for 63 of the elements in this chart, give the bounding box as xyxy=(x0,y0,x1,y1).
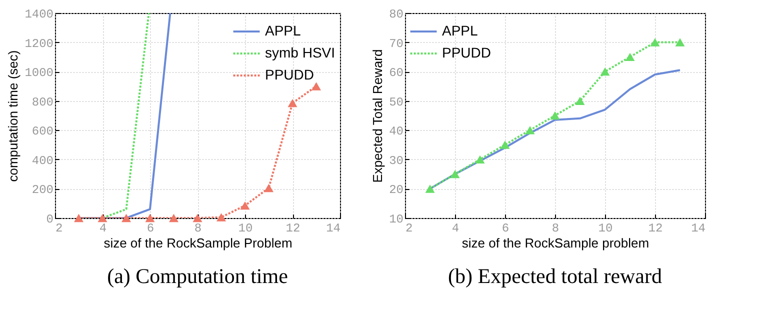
x-tick-label: 12 xyxy=(648,222,663,236)
x-tick-label: 4 xyxy=(99,222,107,236)
x-tick-label: 2 xyxy=(56,222,63,236)
x-tick-label: 10 xyxy=(238,222,253,236)
point xyxy=(145,214,155,222)
y-tick-label: 40 xyxy=(389,124,404,139)
text: (b) Expected total reward xyxy=(448,264,662,288)
point xyxy=(264,184,274,192)
x-axis-title: size of the RockSample problem xyxy=(462,236,650,250)
x-tick-label: 6 xyxy=(146,222,154,236)
legend-label: APPL xyxy=(265,22,302,38)
x-tick-label: 14 xyxy=(691,222,706,236)
legend-label: APPL xyxy=(442,22,478,38)
y-axis-title: Expected Total Reward xyxy=(370,49,386,183)
x-tick-label: 8 xyxy=(194,222,202,236)
y-tick-label: 50 xyxy=(389,95,404,110)
x-tick-label: 8 xyxy=(552,222,560,236)
x-axis-title: size of the RockSample Problem xyxy=(104,236,292,250)
y-tick-label: 20 xyxy=(389,183,404,198)
point xyxy=(169,214,178,222)
point xyxy=(675,38,685,46)
y-tick-label: 1400 xyxy=(24,8,54,22)
legend-label: PPUDD xyxy=(265,66,314,82)
point xyxy=(650,38,660,46)
x-tick-label: 6 xyxy=(502,222,510,236)
x-tick-label: 14 xyxy=(326,222,340,236)
point xyxy=(575,96,585,105)
point xyxy=(240,201,250,210)
point xyxy=(475,155,485,164)
point xyxy=(288,98,298,108)
y-tick-label: 30 xyxy=(389,154,404,168)
point xyxy=(500,140,510,149)
y-tick-label: 80 xyxy=(389,8,404,22)
point xyxy=(122,214,131,222)
x-tick-label: 12 xyxy=(286,222,300,236)
y-tick-label: 1200 xyxy=(24,36,54,51)
y-tick-label: 400 xyxy=(32,154,54,168)
text: (a) Computation time xyxy=(107,264,288,288)
y-tick-label: 200 xyxy=(32,183,54,198)
y-tick-label: 10 xyxy=(389,212,404,226)
point xyxy=(192,214,202,222)
y-tick-label: 0 xyxy=(46,212,54,226)
point xyxy=(625,52,635,62)
y-tick-label: 60 xyxy=(389,66,404,80)
legend-label: symb HSVI xyxy=(265,44,336,60)
y-tick-label: 600 xyxy=(32,124,54,139)
point xyxy=(74,214,84,222)
y-tick-label: 1000 xyxy=(24,66,54,80)
x-tick-label: 10 xyxy=(598,222,613,236)
point xyxy=(98,214,108,222)
y-axis-title: computation time (sec) xyxy=(6,50,21,182)
legend-label: PPUDD xyxy=(442,44,492,60)
point xyxy=(600,67,610,76)
point xyxy=(450,170,460,178)
x-tick-label: 2 xyxy=(406,222,413,236)
point xyxy=(525,126,535,134)
y-tick-label: 70 xyxy=(389,36,404,51)
point xyxy=(550,111,560,120)
y-tick-label: 800 xyxy=(32,95,54,110)
point xyxy=(312,82,321,90)
point xyxy=(425,184,435,193)
point xyxy=(216,213,226,222)
x-tick-label: 4 xyxy=(452,222,460,236)
